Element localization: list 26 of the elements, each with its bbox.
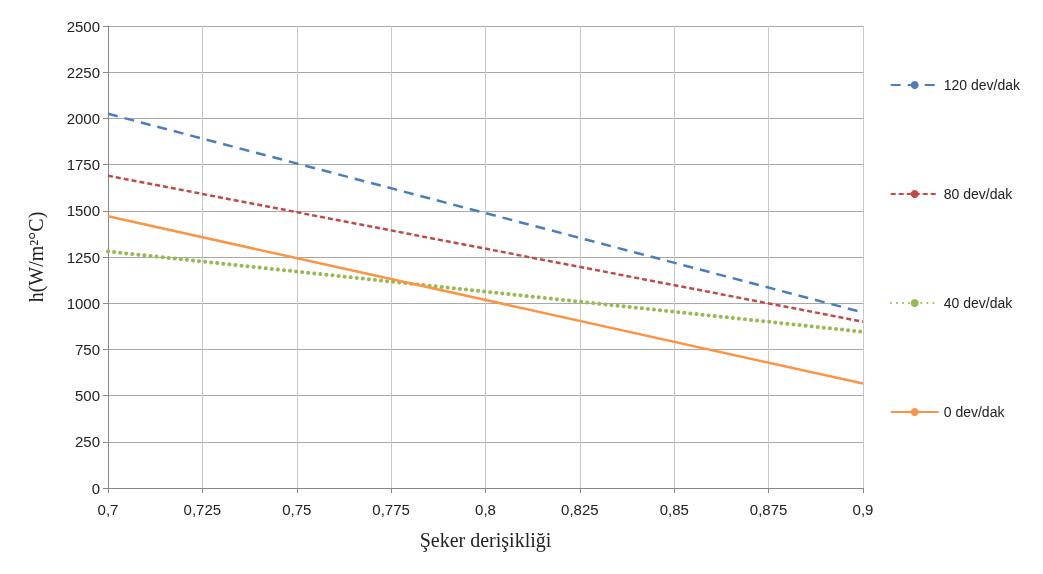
- y-tick-label: 1500: [66, 202, 100, 220]
- y-tick-label: 2500: [66, 17, 100, 35]
- x-tick-label: 0,775: [372, 501, 410, 518]
- y-tick-label: 250: [74, 433, 100, 451]
- x-axis-title: Şeker derişikliği: [419, 529, 552, 552]
- y-tick-label: 1750: [66, 156, 100, 174]
- legend-label: 80 dev/dak: [943, 186, 1014, 202]
- x-tick-label: 0,875: [749, 501, 788, 518]
- y-tick-label: 1000: [66, 294, 100, 312]
- legend-label: 120 dev/dak: [943, 77, 1021, 93]
- y-tick-label: 2000: [66, 109, 100, 127]
- legend-label: 0 dev/dak: [943, 404, 1006, 420]
- x-tick-label: 0,725: [183, 501, 222, 518]
- y-tick-label: 750: [74, 340, 100, 358]
- x-tick-label: 0,75: [282, 501, 312, 518]
- legend-label: 40 dev/dak: [943, 295, 1014, 311]
- y-tick-label: 1250: [66, 248, 100, 266]
- x-tick-label: 0,85: [659, 501, 689, 518]
- y-tick-label: 500: [74, 387, 100, 405]
- y-axis-title: h(W/m²°C): [25, 211, 48, 303]
- y-tick-label: 2250: [66, 63, 100, 81]
- y-tick-label: 0: [91, 479, 100, 497]
- x-tick-label: 0,7: [97, 501, 119, 518]
- x-tick-label: 0,8: [475, 501, 496, 518]
- x-tick-label: 0,9: [852, 501, 874, 518]
- x-tick-label: 0,825: [561, 501, 599, 518]
